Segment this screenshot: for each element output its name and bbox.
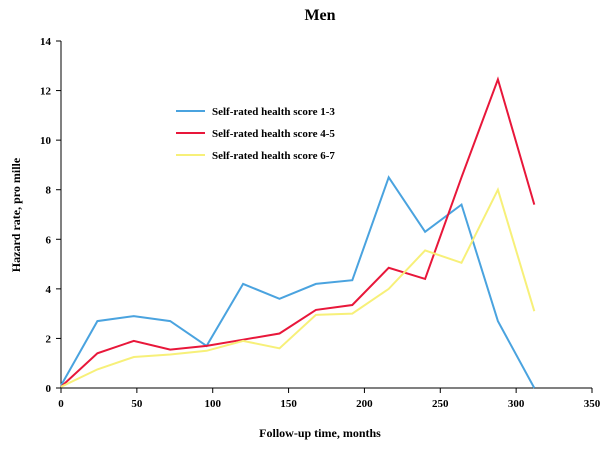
x-tick-label: 350 (584, 398, 600, 410)
y-tick-label: 4 (46, 284, 52, 296)
y-tick-label: 6 (46, 234, 52, 246)
y-tick-label: 14 (40, 36, 52, 48)
y-tick-label: 8 (46, 185, 52, 197)
chart-title: Men (304, 7, 335, 24)
y-tick-label: 12 (40, 86, 52, 98)
legend-label: Self-rated health score 4-5 (212, 128, 335, 140)
y-tick-label: 0 (46, 383, 52, 395)
axes: 0 50 100 150 200 250 300 350 0 2 4 6 8 10 12 14 (40, 36, 600, 410)
y-tick-label: 10 (40, 135, 52, 147)
series-lines (60, 76, 536, 389)
x-tick-label: 50 (131, 398, 143, 410)
x-tick-label: 200 (356, 398, 373, 410)
x-tick-label: 100 (204, 398, 221, 410)
legend-label: Self-rated health score 1-3 (212, 106, 335, 118)
y-tick-label: 2 (46, 333, 52, 345)
series-line-3 (60, 186, 536, 388)
x-tick-label: 150 (280, 398, 297, 410)
y-axis-ticks: 0 2 4 6 8 10 12 14 (40, 36, 61, 395)
series-line-1 (60, 175, 536, 389)
x-tick-label: 300 (508, 398, 525, 410)
y-axis-label: Hazard rate, pro mille (9, 157, 23, 272)
series-line-2 (60, 76, 536, 388)
x-axis-ticks: 0 50 100 150 200 250 300 350 (58, 388, 600, 410)
x-tick-label: 0 (58, 398, 64, 410)
legend-label: Self-rated health score 6-7 (212, 150, 335, 162)
x-tick-label: 250 (432, 398, 449, 410)
x-axis-label: Follow-up time, months (259, 426, 381, 440)
legend: Self-rated health score 1-3 Self-rated he… (176, 106, 335, 162)
